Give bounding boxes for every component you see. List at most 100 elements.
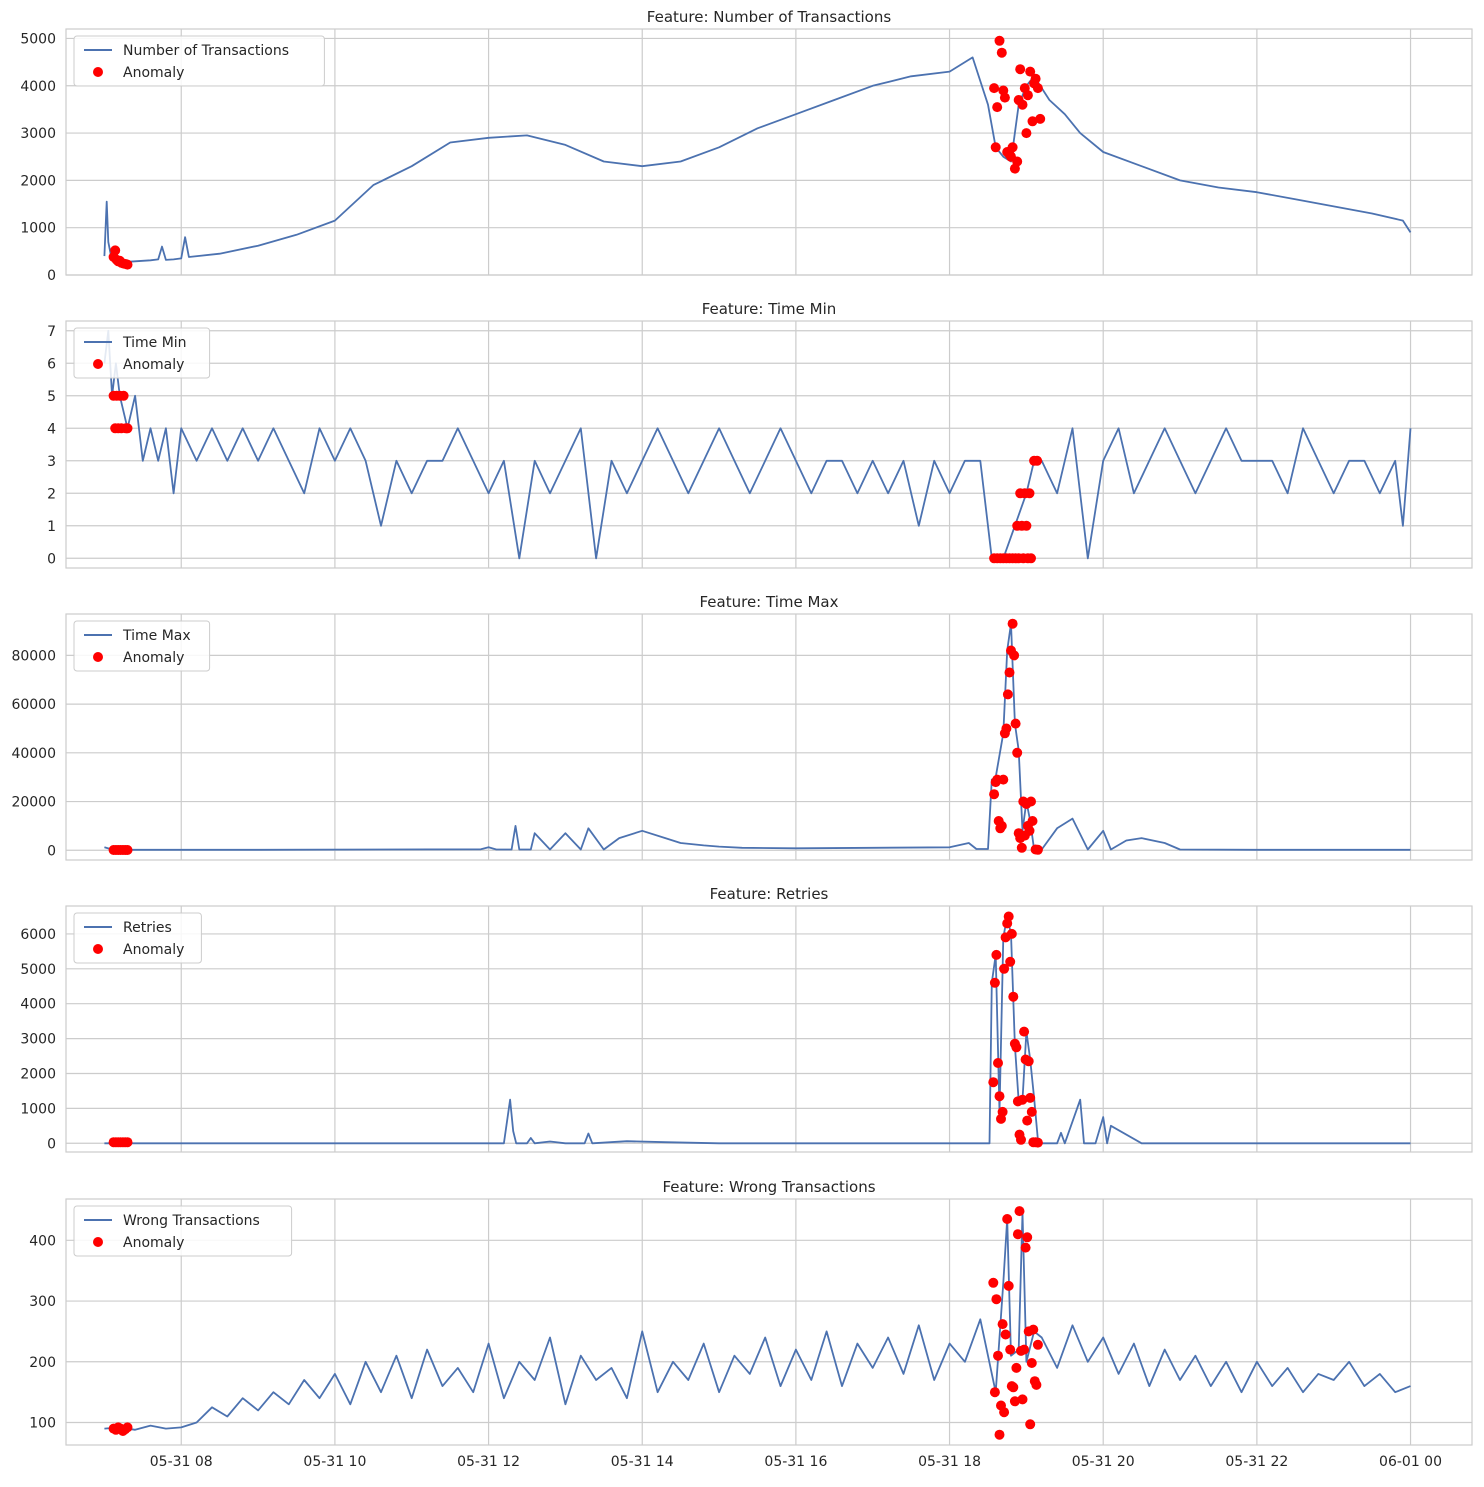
subplot-title: Feature: Time Min (702, 300, 837, 318)
anomaly-point (1007, 618, 1018, 629)
anomaly-point (1008, 1382, 1019, 1393)
y-tick-label: 0 (47, 551, 56, 567)
y-tick-label: 6000 (20, 927, 56, 943)
anomaly-point (1002, 1214, 1013, 1224)
y-tick-label: 400 (29, 1233, 56, 1249)
anomaly-point (999, 1407, 1010, 1418)
y-tick-label: 3000 (20, 1032, 56, 1048)
anomaly-point (122, 845, 133, 855)
x-tick-label: 05-31 14 (611, 1454, 674, 1470)
subplot-5: 100 200 300 400 05-31 08 05-31 10 05-31 12 05-3… (29, 1178, 1473, 1470)
anomaly-point (1005, 956, 1016, 967)
anomaly-point (1017, 1094, 1028, 1105)
y-tick-label: 1000 (20, 221, 56, 237)
series-line (103, 329, 1412, 560)
subplot-title: Feature: Retries (710, 885, 829, 903)
y-tick-label: 300 (29, 1294, 56, 1310)
anomaly-point (997, 1319, 1008, 1330)
plot-area (66, 614, 1472, 860)
anomaly-point (1035, 113, 1046, 124)
y-tick-label: 1000 (20, 1101, 56, 1117)
y-tick-label: 5000 (20, 962, 56, 978)
anomaly-point (1003, 911, 1014, 922)
anomaly-point (989, 1387, 1000, 1398)
y-tick-label: 100 (29, 1416, 56, 1432)
anomaly-point (1024, 825, 1035, 836)
anomaly-point (122, 423, 133, 434)
subplot-1: 0 1000 2000 3000 4000 5000 Feature: Number of … (20, 8, 1473, 284)
anomaly-point (1008, 991, 1019, 1002)
y-tick-label: 60000 (11, 697, 56, 713)
anomaly-point (1027, 116, 1038, 127)
anomaly-point (1021, 520, 1032, 531)
subplot-4: 0 1000 2000 3000 4000 5000 6000 Feature: Retrie… (20, 885, 1473, 1153)
anomaly-point (1010, 718, 1021, 729)
anomaly-point (1009, 1396, 1020, 1407)
y-tick-label: 7 (47, 324, 56, 340)
series-line (104, 622, 1411, 851)
y-tick-label: 6 (47, 356, 56, 372)
anomaly-point (1007, 142, 1018, 153)
legend: Time Min Anomaly (73, 327, 211, 379)
y-tick-label: 4000 (20, 997, 56, 1013)
anomaly-point (1017, 99, 1028, 110)
y-tick-label: 80000 (11, 648, 56, 664)
anomaly-point (1026, 796, 1036, 807)
anomaly-point (993, 1058, 1003, 1068)
anomaly-point (1031, 1379, 1042, 1390)
subplot-title: Feature: Number of Transactions (647, 8, 892, 26)
anomaly-point (999, 963, 1010, 974)
anomaly-point (1005, 1344, 1016, 1355)
anomaly-point (1006, 928, 1017, 939)
anomaly-point (989, 789, 1000, 800)
plot-area (66, 321, 1472, 568)
legend-label: Anomaly (123, 1235, 184, 1251)
y-tick-label: 0 (47, 1136, 56, 1152)
anomaly-point (1032, 1339, 1043, 1350)
anomaly-point (1016, 1134, 1026, 1145)
legend-box (73, 327, 211, 379)
anomaly-point (996, 47, 1007, 58)
legend-marker-swatch (93, 652, 103, 662)
anomaly-point (988, 1277, 999, 1288)
anomaly-point (997, 1106, 1008, 1117)
anomaly-point (1025, 1092, 1036, 1103)
plot-frame (65, 320, 1473, 569)
anomaly-point (991, 1294, 1002, 1305)
x-tick-label: 05-31 22 (1225, 1454, 1288, 1470)
plot-area (66, 906, 1472, 1152)
anomaly-point (994, 35, 1005, 46)
anomaly-point (1032, 455, 1043, 466)
legend-label: Anomaly (123, 942, 184, 958)
anomaly-point (1032, 844, 1043, 855)
anomaly-point (989, 83, 1000, 94)
plot-frame (65, 28, 1473, 276)
anomaly-point (122, 259, 133, 270)
anomaly-point (1009, 650, 1020, 661)
legend-label: Anomaly (123, 650, 184, 666)
anomaly-point (118, 390, 129, 401)
anomaly-point (1001, 723, 1012, 734)
subplot-title: Feature: Wrong Transactions (662, 1178, 875, 1196)
legend: Time Max Anomaly (73, 620, 211, 672)
subplot-3: 0 20000 40000 60000 80000 Feature: Time Max Ti… (11, 593, 1473, 861)
anomaly-point (1023, 1056, 1034, 1067)
anomaly-point (1000, 1329, 1011, 1340)
anomaly-point (1019, 1026, 1030, 1037)
legend-marker-swatch (93, 944, 103, 954)
series-line (103, 56, 1412, 263)
y-tick-label: 2000 (20, 1066, 56, 1082)
x-tick-label: 05-31 20 (1072, 1454, 1135, 1470)
legend-marker-swatch (93, 67, 103, 77)
y-tick-label: 1 (47, 519, 56, 535)
anomaly-point (1028, 1324, 1039, 1335)
y-tick-label: 2000 (20, 173, 56, 189)
legend: Wrong Transactions Anomaly (73, 1205, 293, 1257)
anomaly-point (1021, 128, 1032, 139)
plot-frame (65, 905, 1473, 1153)
anomaly-point (989, 977, 1000, 988)
anomaly-point (1027, 816, 1038, 826)
y-tick-label: 5000 (20, 31, 56, 47)
anomaly-point (1026, 1106, 1037, 1117)
